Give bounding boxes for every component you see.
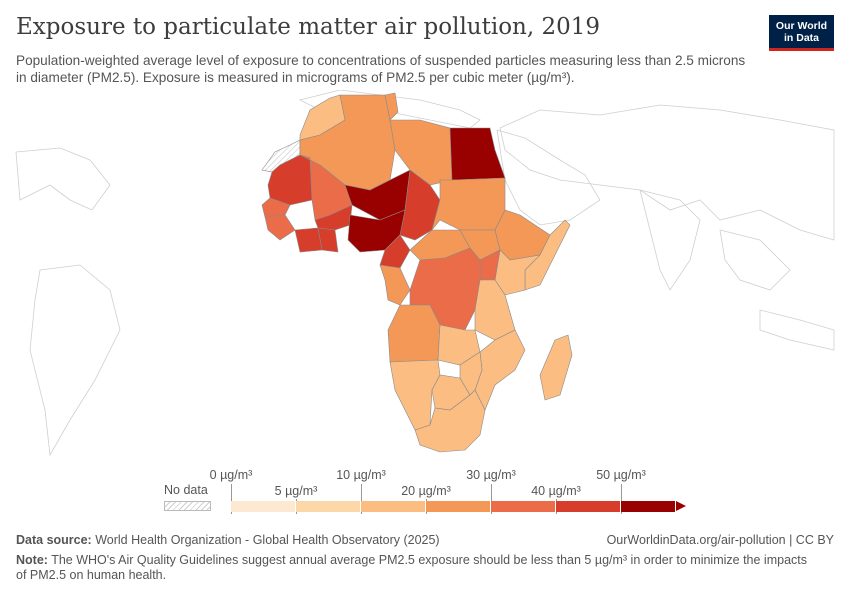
country-guinea[interactable]	[264, 214, 296, 241]
africa-choropleth-map[interactable]	[0, 90, 850, 462]
credit-link[interactable]: OurWorldinData.org/air-pollution | CC BY	[606, 533, 834, 547]
country-tanzania[interactable]	[474, 279, 516, 341]
tick-50	[621, 484, 622, 514]
footnote: Note: The WHO's Air Quality Guidelines s…	[16, 553, 816, 583]
legend-bin-0-5[interactable]	[231, 501, 296, 512]
logo-line-2: in Data	[783, 32, 819, 44]
legend-bin-40-50[interactable]	[556, 501, 621, 512]
country-egypt[interactable]	[449, 127, 506, 181]
source-text[interactable]: World Health Organization - Global Healt…	[95, 533, 440, 547]
country-angola[interactable]	[387, 304, 441, 363]
legend-bin-30-40[interactable]	[491, 501, 556, 512]
chart-title: Exposure to particulate matter air pollu…	[16, 14, 601, 40]
tick-label-50: 50 µg/m³	[596, 468, 646, 482]
tick-label-30: 30 µg/m³	[466, 468, 516, 482]
data-source: Data source: World Health Organization -…	[16, 533, 440, 547]
tick-label-5: 5 µg/m³	[274, 484, 318, 498]
country-cameroon[interactable]	[379, 234, 411, 269]
tick-30	[491, 484, 492, 514]
landmass-eurasia	[499, 104, 835, 241]
country-tunisia[interactable]	[384, 92, 399, 121]
logo-line-1: Our World	[775, 20, 828, 32]
tick-label-10: 10 µg/m³	[336, 468, 386, 482]
tick-10	[361, 484, 362, 514]
tick-0	[231, 484, 232, 514]
country-sudan[interactable]	[431, 177, 506, 231]
source-label: Data source:	[16, 533, 92, 547]
country-south-africa[interactable]	[414, 389, 486, 453]
chart-subtitle: Population-weighted average level of exp…	[16, 53, 746, 85]
background-landmasses	[15, 90, 835, 457]
country-ghana[interactable]	[317, 227, 339, 253]
no-data-label: No data	[164, 483, 208, 497]
africa-countries	[261, 92, 573, 453]
owid-logo[interactable]: Our World in Data	[769, 15, 834, 51]
country-ivory-coast[interactable]	[294, 227, 323, 253]
legend-overflow-arrow	[676, 501, 686, 511]
legend-bin-10-20[interactable]	[361, 501, 426, 512]
legend-bin-50-plus[interactable]	[621, 501, 676, 512]
tick-label-40: 40 µg/m³	[531, 484, 581, 498]
country-gabon-congo[interactable]	[379, 264, 411, 306]
landmass-southeast-asia	[719, 229, 835, 351]
legend-bin-5-10[interactable]	[296, 501, 361, 512]
color-legend: No data 0 µg/m³ 10 µg/m³ 30 µg/m³ 50 µg/…	[0, 460, 850, 520]
country-senegal[interactable]	[261, 197, 291, 218]
note-label: Note:	[16, 553, 48, 567]
note-text: The WHO's Air Quality Guidelines suggest…	[16, 553, 807, 582]
landmass-arabia	[496, 129, 601, 226]
landmass-americas	[15, 147, 121, 457]
tick-label-20: 20 µg/m³	[401, 484, 451, 498]
landmass-india	[639, 189, 701, 291]
no-data-swatch[interactable]	[164, 501, 211, 511]
country-mozambique[interactable]	[474, 329, 526, 411]
country-namibia[interactable]	[389, 359, 441, 431]
tick-label-0: 0 µg/m³	[209, 468, 253, 482]
legend-bin-20-30[interactable]	[426, 501, 491, 512]
country-madagascar[interactable]	[539, 334, 573, 401]
